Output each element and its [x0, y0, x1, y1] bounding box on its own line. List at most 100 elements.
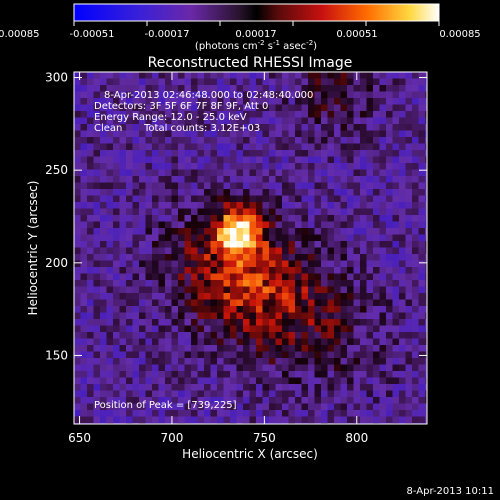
heatmap-cell	[243, 221, 251, 229]
heatmap-cell	[165, 384, 173, 392]
heatmap-cell	[158, 78, 166, 86]
heatmap-cell	[80, 72, 88, 80]
heatmap-cell	[334, 306, 342, 314]
heatmap-cell	[360, 85, 368, 93]
heatmap-cell	[217, 156, 225, 164]
heatmap-cell	[314, 143, 322, 151]
heatmap-cell	[405, 267, 413, 275]
heatmap-cell	[119, 98, 127, 106]
heatmap-cell	[145, 416, 153, 424]
heatmap-cell	[340, 98, 348, 106]
heatmap-cell	[405, 410, 413, 418]
heatmap-cell	[288, 351, 296, 359]
heatmap-cell	[360, 358, 368, 366]
heatmap-cell	[282, 195, 290, 203]
heatmap-cell	[327, 364, 335, 372]
heatmap-cell	[340, 78, 348, 86]
heatmap-cell	[230, 241, 238, 249]
heatmap-cell	[145, 319, 153, 327]
heatmap-cell	[340, 202, 348, 210]
heatmap-cell	[327, 384, 335, 392]
heatmap-cell	[308, 130, 316, 138]
heatmap-cell	[295, 130, 303, 138]
heatmap-cell	[165, 332, 173, 340]
heatmap-cell	[399, 150, 407, 158]
heatmap-cell	[126, 247, 134, 255]
heatmap-cell	[308, 137, 316, 145]
heatmap-cell	[191, 98, 199, 106]
heatmap-cell	[230, 169, 238, 177]
heatmap-cell	[132, 221, 140, 229]
heatmap-cell	[347, 364, 355, 372]
heatmap-cell	[399, 416, 407, 424]
heatmap-cell	[158, 150, 166, 158]
heatmap-cell	[366, 169, 374, 177]
heatmap-cell	[204, 156, 212, 164]
heatmap-cell	[295, 189, 303, 197]
heatmap-cell	[288, 234, 296, 242]
heatmap-cell	[191, 306, 199, 314]
heatmap-cell	[191, 228, 199, 236]
heatmap-cell	[262, 377, 270, 385]
heatmap-cell	[145, 176, 153, 184]
heatmap-cell	[418, 332, 426, 340]
heatmap-cell	[236, 351, 244, 359]
heatmap-cell	[418, 111, 426, 119]
heatmap-cell	[347, 319, 355, 327]
heatmap-cell	[386, 377, 394, 385]
heatmap-cell	[373, 312, 381, 320]
heatmap-cell	[158, 364, 166, 372]
heatmap-cell	[353, 215, 361, 223]
heatmap-cell	[425, 260, 427, 268]
heatmap-cell	[256, 91, 264, 99]
heatmap-cell	[217, 319, 225, 327]
heatmap-cell	[210, 403, 218, 411]
heatmap-cell	[171, 143, 179, 151]
heatmap-cell	[165, 215, 173, 223]
heatmap-cell	[314, 312, 322, 320]
heatmap-cell	[210, 273, 218, 281]
heatmap-cell	[282, 390, 290, 398]
heatmap-cell	[106, 293, 114, 301]
heatmap-cell	[171, 371, 179, 379]
heatmap-cell	[158, 338, 166, 346]
colorbar-tick-label: 0.00017	[235, 29, 276, 40]
heatmap-cell	[145, 280, 153, 288]
heatmap-cell	[353, 98, 361, 106]
heatmap-cell	[217, 98, 225, 106]
heatmap-cell	[100, 280, 108, 288]
heatmap-cell	[379, 351, 387, 359]
heatmap-cell	[288, 91, 296, 99]
heatmap-cell	[282, 150, 290, 158]
heatmap-cell	[360, 78, 368, 86]
heatmap-cell	[262, 124, 270, 132]
heatmap-cell	[347, 345, 355, 353]
heatmap-cell	[197, 78, 205, 86]
heatmap-cell	[93, 371, 101, 379]
heatmap-cell	[113, 345, 121, 353]
heatmap-cell	[379, 117, 387, 125]
heatmap-cell	[288, 332, 296, 340]
heatmap-cell	[399, 189, 407, 197]
heatmap-cell	[321, 91, 329, 99]
heatmap-cell	[347, 403, 355, 411]
heatmap-cell	[236, 345, 244, 353]
heatmap-cell	[360, 104, 368, 112]
heatmap-cell	[275, 338, 283, 346]
heatmap-cell	[347, 111, 355, 119]
heatmap-cell	[295, 163, 303, 171]
heatmap-cell	[74, 234, 82, 242]
heatmap-cell	[327, 137, 335, 145]
heatmap-cell	[80, 117, 88, 125]
heatmap-cell	[139, 403, 147, 411]
heatmap-cell	[262, 72, 270, 80]
heatmap-cell	[165, 85, 173, 93]
heatmap-cell	[152, 293, 160, 301]
heatmap-cell	[340, 176, 348, 184]
heatmap-cell	[288, 104, 296, 112]
heatmap-cell	[295, 104, 303, 112]
heatmap-cell	[314, 358, 322, 366]
heatmap-cell	[217, 176, 225, 184]
heatmap-cell	[165, 247, 173, 255]
heatmap-cell	[74, 397, 82, 405]
